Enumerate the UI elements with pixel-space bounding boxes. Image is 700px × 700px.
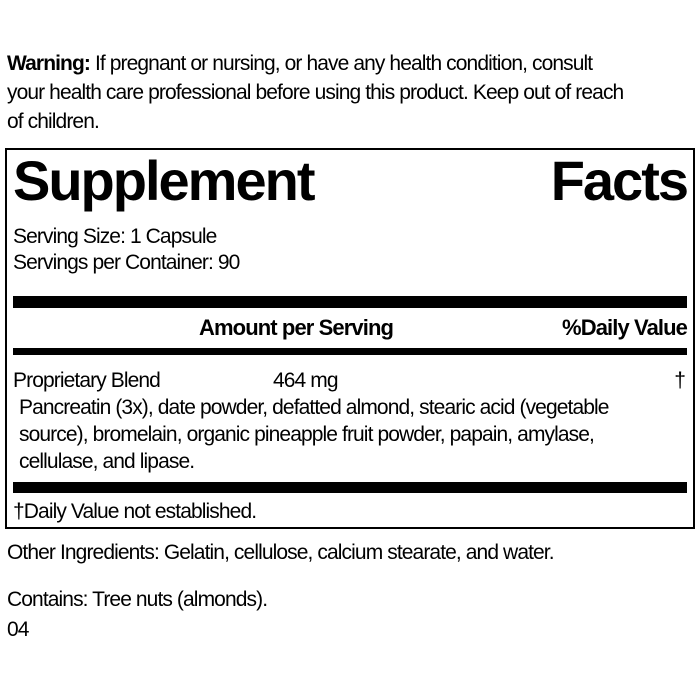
supplement-facts-panel: Supplement Facts Serving Size: 1 Capsule… (5, 148, 695, 529)
daily-value-footnote: †Daily Value not established. (13, 500, 257, 523)
panel-title-right: Facts (550, 149, 689, 212)
divider-bar-middle (13, 348, 687, 355)
blend-daily-value-dagger: † (674, 369, 686, 392)
warning-paragraph: Warning: If pregnant or nursing, or have… (7, 49, 624, 136)
warning-line-1: Warning: If pregnant or nursing, or have… (7, 49, 623, 78)
blend-name: Proprietary Blend (13, 369, 161, 392)
label-code: 04 (7, 618, 29, 641)
blend-amount: 464 mg (273, 369, 339, 392)
allergen-contains: Contains: Tree nuts (almonds). (7, 588, 268, 611)
panel-title-left: Supplement (13, 149, 315, 212)
column-header-amount: Amount per Serving (199, 315, 394, 340)
blend-description-line-3: cellulase, and lipase. (19, 450, 195, 473)
blend-description-line-1: Pancreatin (3x), date powder, defatted a… (19, 396, 609, 419)
column-header-daily-value: %Daily Value (562, 315, 688, 340)
warning-label: Warning: (7, 52, 91, 75)
proprietary-blend-row: Proprietary Blend 464 mg † (13, 368, 687, 394)
blend-description: Pancreatin (3x), date powder, defatted a… (19, 394, 687, 475)
warning-text-1: If pregnant or nursing, or have any heal… (94, 52, 593, 75)
servings-per-container: Servings per Container: 90 (13, 251, 240, 274)
panel-title: Supplement Facts (13, 149, 689, 212)
divider-bar-top (13, 296, 687, 308)
other-ingredients: Other Ingredients: Gelatin, cellulose, c… (7, 541, 555, 564)
column-header-row: Amount per Serving %Daily Value (13, 308, 688, 348)
warning-line-2: your health care professional before usi… (7, 81, 624, 104)
warning-line-3: of children. (7, 110, 100, 133)
blend-description-line-2: source), bromelain, organic pineapple fr… (19, 423, 595, 446)
divider-bar-bottom (13, 482, 687, 493)
serving-size: Serving Size: 1 Capsule (13, 225, 217, 248)
